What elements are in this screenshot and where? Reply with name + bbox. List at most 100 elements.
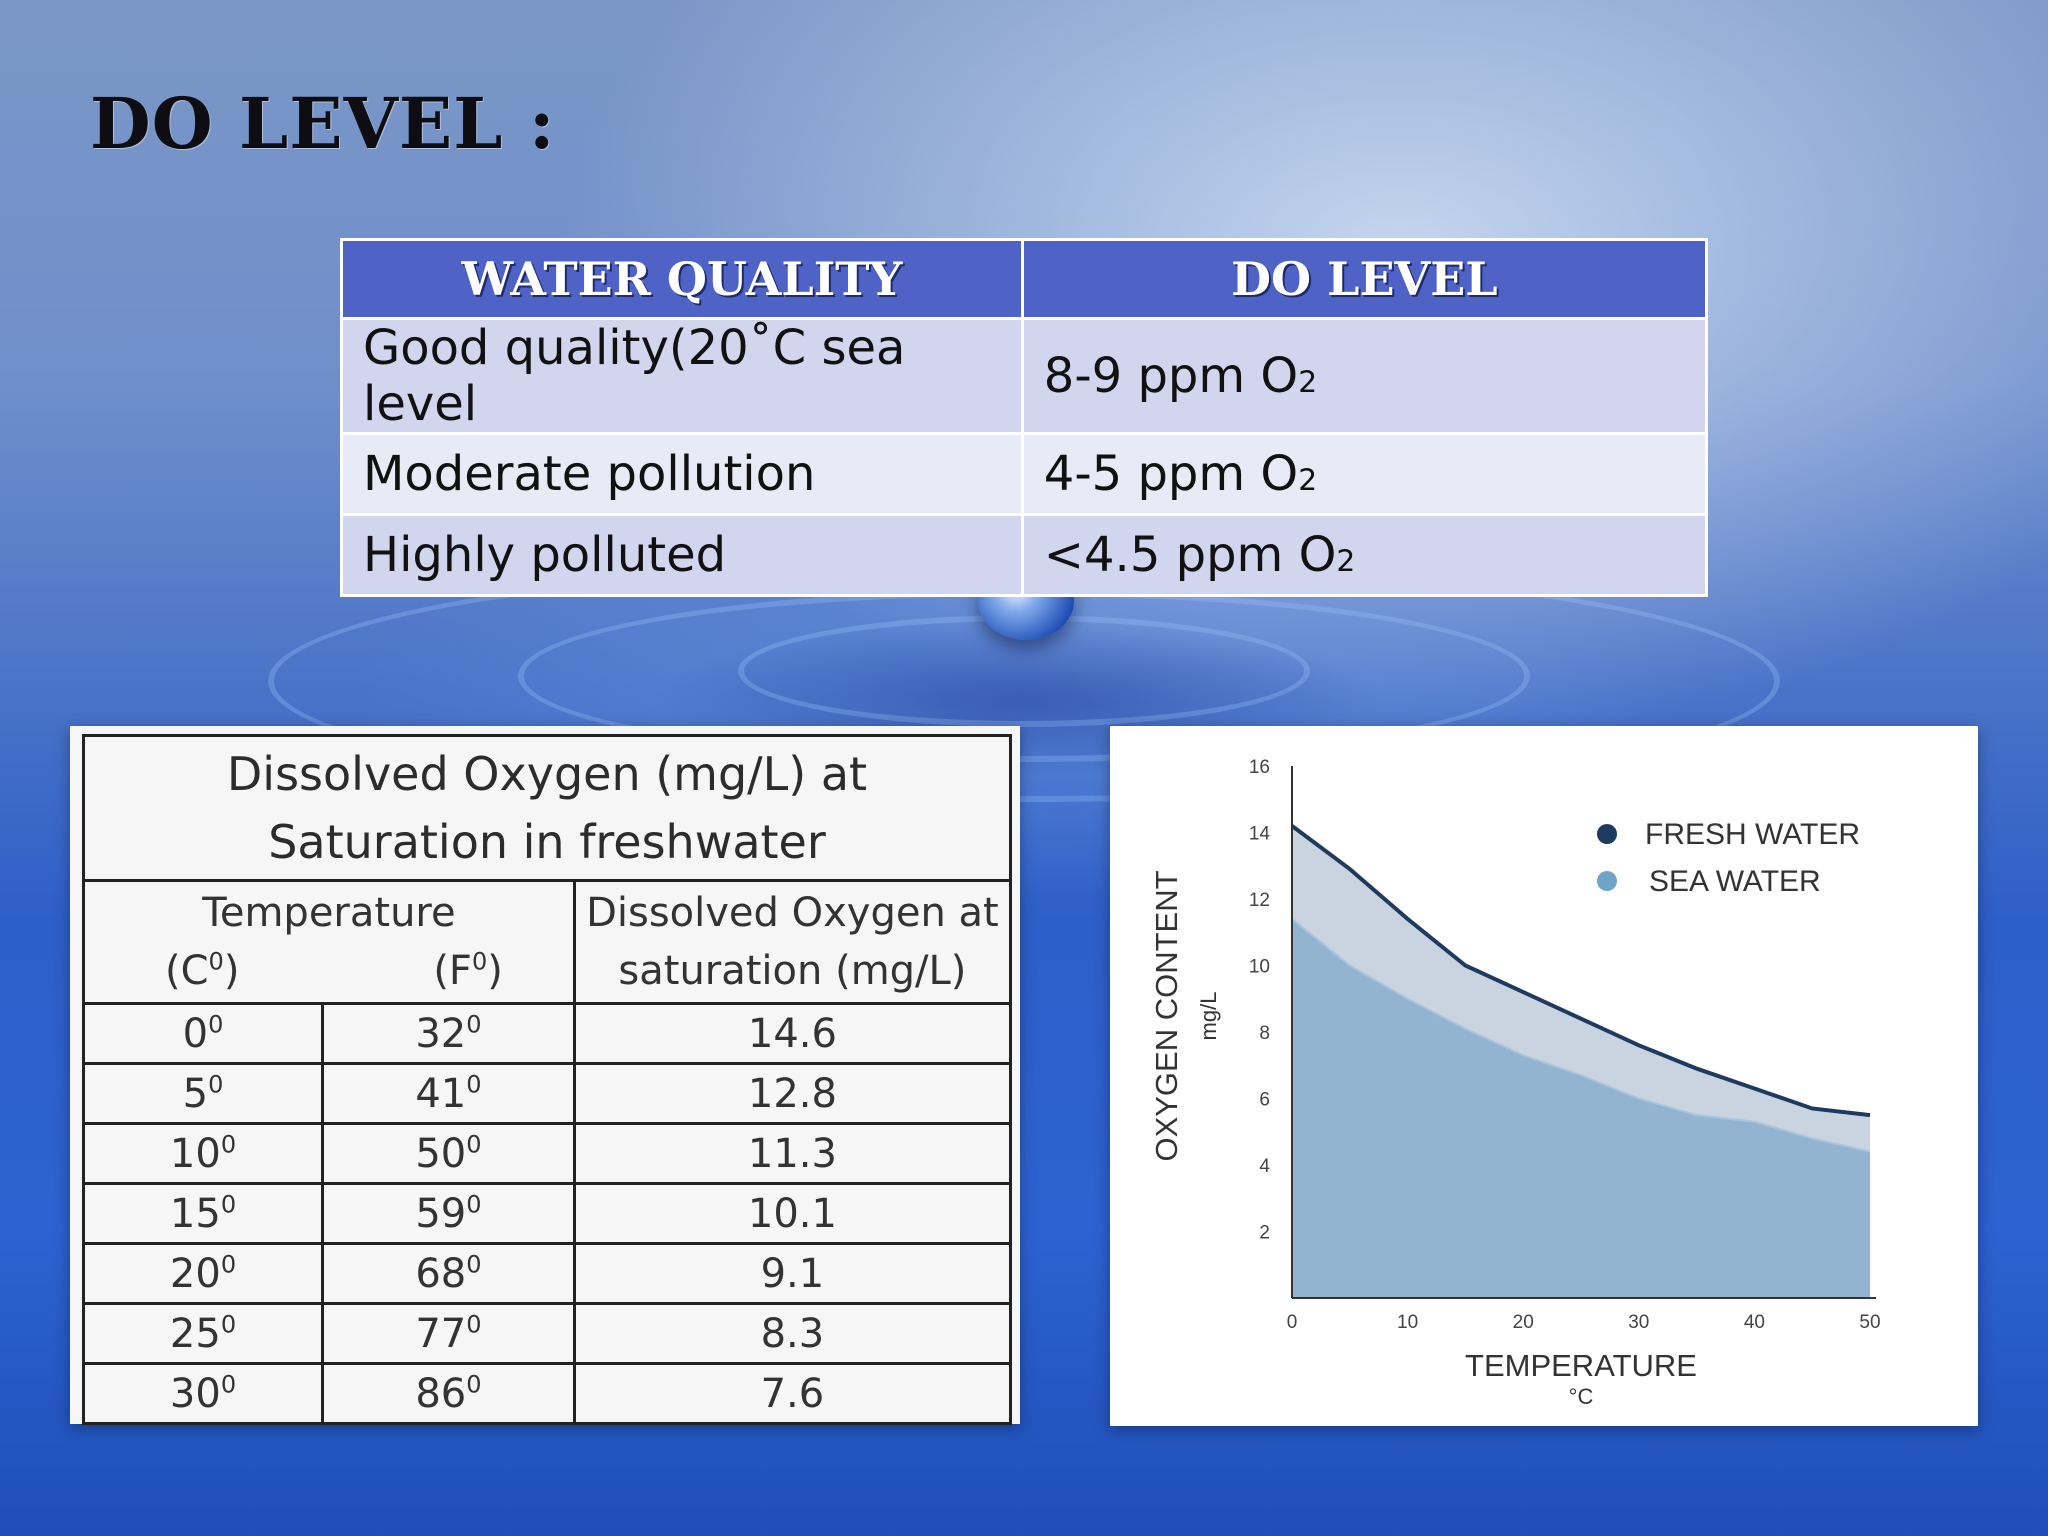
- table-row: 200 680 9.1: [82, 1242, 1013, 1305]
- table-row: 250 770 8.3: [82, 1302, 1013, 1365]
- fresh-water-legend-label: FRESH WATER: [1645, 818, 1860, 851]
- temperature-label: Temperature: [202, 890, 456, 936]
- celsius-cell: 250: [82, 1302, 324, 1365]
- fahrenheit-cell-value: 41: [415, 1070, 467, 1117]
- y-axis-unit: mg/L: [1196, 992, 1221, 1041]
- y-tick-label: 16: [1249, 757, 1270, 778]
- table-row: 300 860 7.6: [82, 1362, 1013, 1425]
- y-tick-label: 6: [1259, 1090, 1270, 1111]
- y-tick-label: 8: [1259, 1023, 1270, 1044]
- saturation-table-title: Dissolved Oxygen (mg/L) at Saturation in…: [82, 734, 1012, 882]
- do-value-cell: 9.1: [572, 1242, 1013, 1305]
- level-subscript: 2: [1298, 365, 1318, 400]
- do-value-cell-value: 10.1: [747, 1190, 837, 1237]
- celsius-cell-value: 30: [169, 1370, 221, 1417]
- do-value-cell: 12.8: [572, 1062, 1013, 1125]
- saturation-table-image: Dissolved Oxygen (mg/L) at Saturation in…: [70, 726, 1020, 1425]
- do-value-cell-value: 9.1: [760, 1250, 825, 1297]
- fahrenheit-cell-value: 68: [415, 1250, 467, 1297]
- do-header: Dissolved Oxygen at saturation (mg/L): [572, 879, 1013, 1005]
- celsius-cell-value: 25: [169, 1310, 221, 1357]
- celsius-cell: 00: [82, 1002, 324, 1065]
- fahrenheit-cell-value: 32: [415, 1010, 467, 1057]
- fahrenheit-cell: 860: [321, 1362, 576, 1425]
- saturation-table: Dissolved Oxygen (mg/L) at Saturation in…: [82, 734, 1013, 1425]
- celsius-unit: (C0): [165, 942, 239, 1000]
- water-quality-table: WATER QUALITY DO LEVEL Good quality(20˚C…: [340, 238, 1709, 597]
- temperature-units: (C0) (F0): [85, 942, 573, 1000]
- y-tick-label: 4: [1259, 1156, 1270, 1177]
- do-value-cell-value: 11.3: [747, 1130, 837, 1177]
- header-water-quality: WATER QUALITY: [340, 238, 1024, 320]
- degree-mark: 0: [466, 1070, 482, 1099]
- x-tick-label: 40: [1744, 1312, 1765, 1333]
- fahrenheit-cell: 410: [321, 1062, 576, 1125]
- celsius-unit-text: (C: [165, 948, 209, 994]
- x-tick-label: 10: [1397, 1312, 1418, 1333]
- degree-mark: 0: [466, 1250, 482, 1279]
- x-tick-label: 0: [1287, 1312, 1298, 1333]
- degree-mark: 0: [220, 1190, 237, 1219]
- table-row: Highly polluted <4.5 ppm O2: [340, 513, 1709, 597]
- celsius-cell: 100: [82, 1122, 324, 1185]
- y-tick-label: 2: [1259, 1223, 1270, 1244]
- degree-mark: 0: [466, 1010, 482, 1039]
- degree-mark: 0: [220, 1130, 237, 1159]
- x-tick-label: 30: [1628, 1312, 1649, 1333]
- fahrenheit-cell-value: 50: [415, 1130, 467, 1177]
- do-value-cell: 8.3: [572, 1302, 1013, 1365]
- level-cell: 4-5 ppm O2: [1020, 432, 1709, 516]
- y-tick-label: 12: [1249, 890, 1270, 911]
- fahrenheit-cell-value: 86: [415, 1370, 467, 1417]
- fahrenheit-degree: 0: [471, 947, 488, 976]
- level-cell: <4.5 ppm O2: [1020, 513, 1709, 597]
- celsius-cell: 300: [82, 1362, 324, 1425]
- level-text: 4-5 ppm O: [1043, 446, 1299, 502]
- degree-mark: 0: [466, 1130, 482, 1159]
- y-axis-label: OXYGEN CONTENT: [1149, 870, 1184, 1161]
- x-tick-label: 50: [1859, 1312, 1880, 1333]
- table-row: Good quality(20˚C sea level 8-9 ppm O2: [340, 317, 1709, 435]
- oxygen-content-chart: 0 10 20 30 40 50 2 4 6 8 10 12 14 16 TEMPERATURE °C OXYG…: [1110, 726, 1978, 1426]
- table-row: 50 410 12.8: [82, 1062, 1013, 1125]
- table-row: 100 500 11.3: [82, 1122, 1013, 1185]
- saturation-title-line1: Dissolved Oxygen (mg/L) at: [226, 747, 868, 801]
- y-tick-label: 10: [1249, 957, 1270, 978]
- saturation-table-body: 00 320 14.6 50 410 12.8 100 500 11.3 150 590 10.1 20…: [82, 1002, 1013, 1425]
- fahrenheit-unit-text: (F: [433, 948, 472, 994]
- fahrenheit-cell-value: 59: [415, 1190, 467, 1237]
- level-cell: 8-9 ppm O2: [1020, 317, 1709, 435]
- fahrenheit-close: ): [487, 948, 503, 994]
- celsius-cell-value: 15: [169, 1190, 221, 1237]
- x-axis-label: TEMPERATURE: [1465, 1348, 1697, 1383]
- sea-water-legend-label: SEA WATER: [1649, 865, 1821, 898]
- celsius-cell-value: 10: [169, 1130, 221, 1177]
- celsius-cell: 50: [82, 1062, 324, 1125]
- chart-svg: 0 10 20 30 40 50 2 4 6 8 10 12 14 16 TEMPERATURE°C OXYG…: [1149, 757, 1881, 1409]
- degree-mark: 0: [220, 1310, 237, 1339]
- do-value-cell: 7.6: [572, 1362, 1013, 1425]
- celsius-cell-value: 0: [182, 1010, 209, 1057]
- celsius-cell-value: 20: [169, 1250, 221, 1297]
- do-value-cell: 11.3: [572, 1122, 1013, 1185]
- fresh-water-legend-dot: [1597, 824, 1617, 844]
- sea-water-line: [1291, 918, 1871, 1153]
- x-axis-unit: °C: [1569, 1384, 1594, 1409]
- y-tick-label: 14: [1249, 824, 1271, 845]
- fahrenheit-cell-value: 77: [415, 1310, 467, 1357]
- table-header-row: WATER QUALITY DO LEVEL: [340, 238, 1709, 320]
- fresh-water-line: [1290, 824, 1871, 1118]
- fahrenheit-cell: 590: [321, 1182, 576, 1245]
- do-value-cell-value: 8.3: [760, 1310, 825, 1357]
- degree-mark: 0: [220, 1250, 237, 1279]
- table-row: 00 320 14.6: [82, 1002, 1013, 1065]
- celsius-close: ): [223, 948, 240, 994]
- quality-cell: Moderate pollution: [340, 432, 1024, 516]
- celsius-cell-value: 5: [182, 1070, 209, 1117]
- fahrenheit-cell: 770: [321, 1302, 576, 1365]
- do-value-cell-value: 7.6: [760, 1370, 825, 1417]
- saturation-title-line2: Saturation in freshwater: [268, 815, 826, 869]
- level-text: 8-9 ppm O: [1043, 348, 1299, 404]
- do-header-line1: Dissolved Oxygen at: [586, 890, 999, 936]
- degree-mark: 0: [208, 1010, 224, 1039]
